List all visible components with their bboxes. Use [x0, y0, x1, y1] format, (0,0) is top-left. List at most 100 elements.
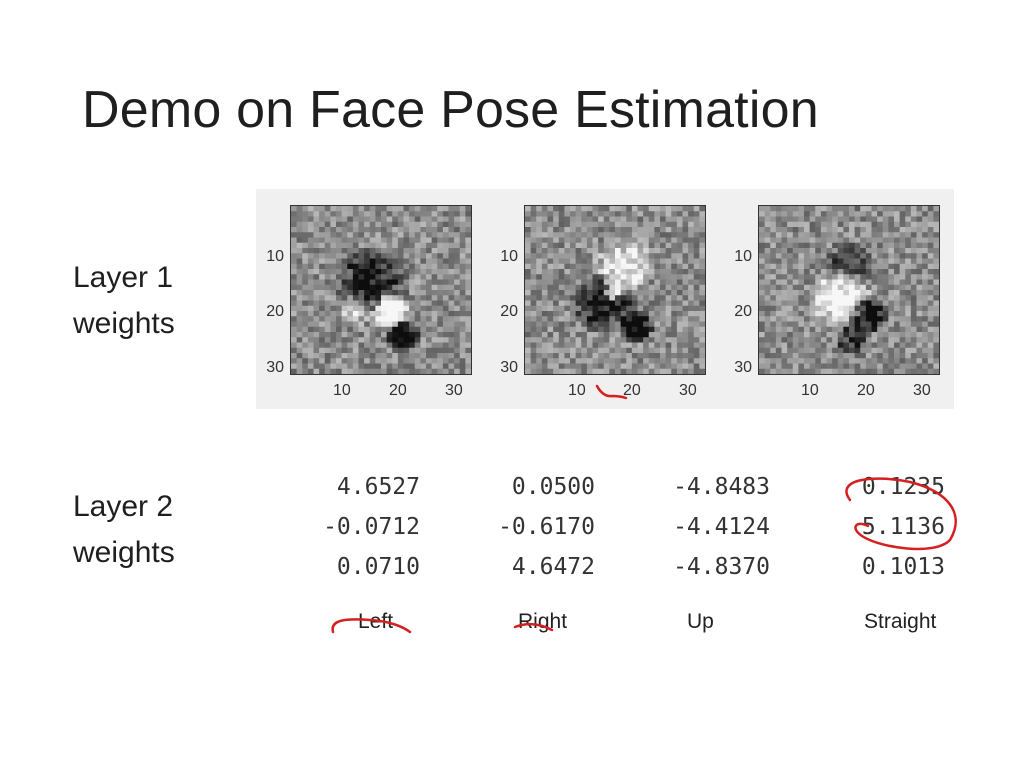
weight-pixel: [815, 206, 822, 212]
weight-pixel: [775, 290, 783, 296]
weight-pixel: [882, 227, 889, 233]
weight-pixel: [431, 305, 438, 312]
weight-pixel: [307, 269, 315, 275]
weight-pixel: [397, 211, 405, 218]
weight-pixel: [319, 321, 326, 328]
weight-pixel: [631, 342, 639, 349]
weight-pixel: [615, 232, 622, 239]
weight-pixel: [454, 290, 461, 296]
weight-pixel: [442, 316, 450, 323]
weight-pixel: [815, 316, 822, 323]
weight-pixel: [682, 300, 689, 307]
weight-pixel: [643, 242, 650, 249]
weight-pixel: [336, 269, 343, 275]
weight-pixel: [536, 347, 543, 354]
weight-pixel: [631, 284, 639, 291]
weight-pixel: [547, 311, 554, 317]
weight-pixel: [815, 290, 822, 296]
weight-pixel: [648, 300, 655, 307]
weight-pixel: [648, 263, 655, 270]
weight-pixel: [392, 274, 399, 281]
weight-pixel: [392, 206, 399, 212]
weight-pixel: [899, 206, 906, 212]
weight-pixel: [764, 237, 771, 244]
weight-pixel: [530, 242, 537, 249]
weight-pixel: [581, 326, 588, 333]
weight-pixel: [358, 227, 365, 233]
weight-pixel: [375, 269, 382, 275]
weight-pixel: [352, 269, 360, 275]
weight-pixel: [860, 290, 867, 296]
weight-pixel: [307, 274, 315, 281]
weight-pixel: [586, 295, 594, 302]
weight-pixel: [586, 358, 594, 365]
weight-pixel: [792, 363, 799, 370]
weight-pixel: [927, 295, 934, 302]
weight-pixel: [910, 305, 918, 312]
weight-pixel: [336, 321, 343, 328]
weight-pixel: [910, 248, 918, 254]
weight-pixel: [414, 316, 421, 323]
weight-pixel: [699, 258, 705, 265]
weight-pixel: [877, 332, 884, 338]
weight-pixel: [403, 363, 410, 370]
weight-pixel: [860, 258, 867, 265]
weight-pixel: [860, 269, 867, 275]
weight-pixel: [392, 221, 399, 228]
weight-pixel: [341, 353, 348, 359]
weight-pixel: [927, 358, 934, 365]
weight-pixel: [615, 300, 622, 307]
weight-pixel: [631, 279, 639, 286]
weight-pixel: [296, 284, 303, 291]
weight-pixel: [631, 253, 639, 260]
weight-pixel: [454, 279, 461, 286]
weight-pixel: [324, 295, 331, 302]
weight-pixel: [564, 342, 571, 349]
weight-pixel: [586, 227, 594, 233]
weight-pixel: [699, 263, 705, 270]
weight-pixel: [916, 232, 923, 239]
weight-pixel: [916, 300, 923, 307]
weight-pixel: [888, 363, 895, 370]
weight-pixel: [637, 353, 644, 359]
weight-pixel: [530, 284, 537, 291]
weight-pixel: [352, 290, 360, 296]
weight-pixel: [313, 290, 320, 296]
weight-pixel: [764, 290, 771, 296]
weight-pixel: [620, 274, 627, 281]
weight-pixel: [682, 337, 689, 344]
weight-pixel: [431, 342, 438, 349]
weight-pixel: [541, 358, 549, 365]
weight-pixel: [626, 295, 633, 302]
weight-pixel: [448, 316, 455, 323]
weight-pixel: [336, 211, 343, 218]
weight-pixel: [699, 311, 705, 317]
weight-pixel: [916, 279, 923, 286]
weight-pixel: [699, 332, 705, 338]
weight-pixel: [319, 290, 326, 296]
weight-pixel: [688, 342, 695, 349]
weight-pixel: [775, 248, 783, 254]
weight-pixel: [296, 368, 303, 374]
weight-pixel: [899, 237, 906, 244]
weight-pixel: [693, 290, 700, 296]
weight-pixel: [660, 353, 667, 359]
weight-pixel: [525, 237, 532, 244]
weight-pixel: [564, 253, 571, 260]
weight-pixel: [592, 353, 599, 359]
weight-pixel: [854, 232, 861, 239]
weight-pixel: [465, 253, 471, 260]
weight-pixel: [910, 269, 918, 275]
weight-pixel: [910, 332, 918, 338]
weight-pixel: [631, 211, 639, 218]
weight-pixel: [671, 300, 678, 307]
weight-pixel: [369, 263, 376, 270]
weight-pixel: [375, 216, 382, 223]
weight-pixel: [307, 221, 315, 228]
weight-pixel: [894, 237, 901, 244]
weight-pixel: [558, 237, 565, 244]
weight-pixel: [660, 269, 667, 275]
weight-pixel: [888, 216, 895, 223]
weight-pixel: [865, 237, 873, 244]
weight-pixel: [324, 316, 331, 323]
